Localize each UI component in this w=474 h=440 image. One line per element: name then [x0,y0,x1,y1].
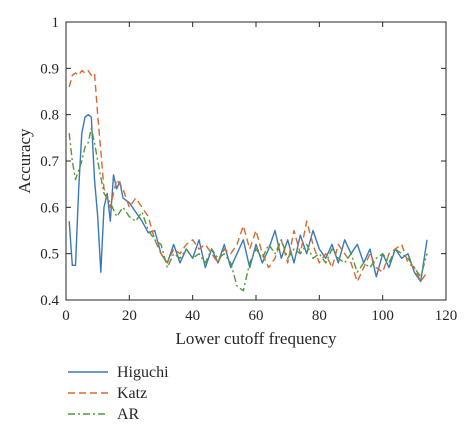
plot-frame [65,21,447,301]
x-tick-label: 0 [62,308,70,324]
legend: Higuchi Katz AR [68,364,169,423]
y-tick-label: 0.6 [40,200,59,216]
x-axis-label: Lower cutoff frequency [175,329,337,348]
x-tick-label: 20 [122,308,137,324]
y-tick-label: 0.8 [40,108,59,124]
legend-label-higuchi: Higuchi [117,364,169,381]
y-tick-label: 0.5 [40,247,59,263]
legend-label-katz: Katz [117,385,147,402]
y-tick-label: 0.4 [40,293,59,309]
x-tick-label: 100 [371,308,394,324]
series-line-higuchi [68,114,428,283]
y-tick-label: 1 [52,15,60,31]
y-tick-label: 0.7 [40,154,59,170]
x-tick-label: 40 [185,308,200,324]
series-lines [68,69,428,292]
series-line-katz [68,69,428,283]
series-line-ar [68,127,428,292]
axis-ticks: 0 20 40 60 80 100 120 0.4 0.5 0.6 0.7 0.8 0.9 1 [40,15,457,324]
y-axis-label: Accuracy [15,128,34,194]
x-tick-label: 80 [312,308,327,324]
y-tick-label: 0.9 [40,61,59,77]
legend-label-ar: AR [117,406,140,423]
x-tick-label: 120 [435,308,458,324]
x-tick-label: 60 [249,308,264,324]
